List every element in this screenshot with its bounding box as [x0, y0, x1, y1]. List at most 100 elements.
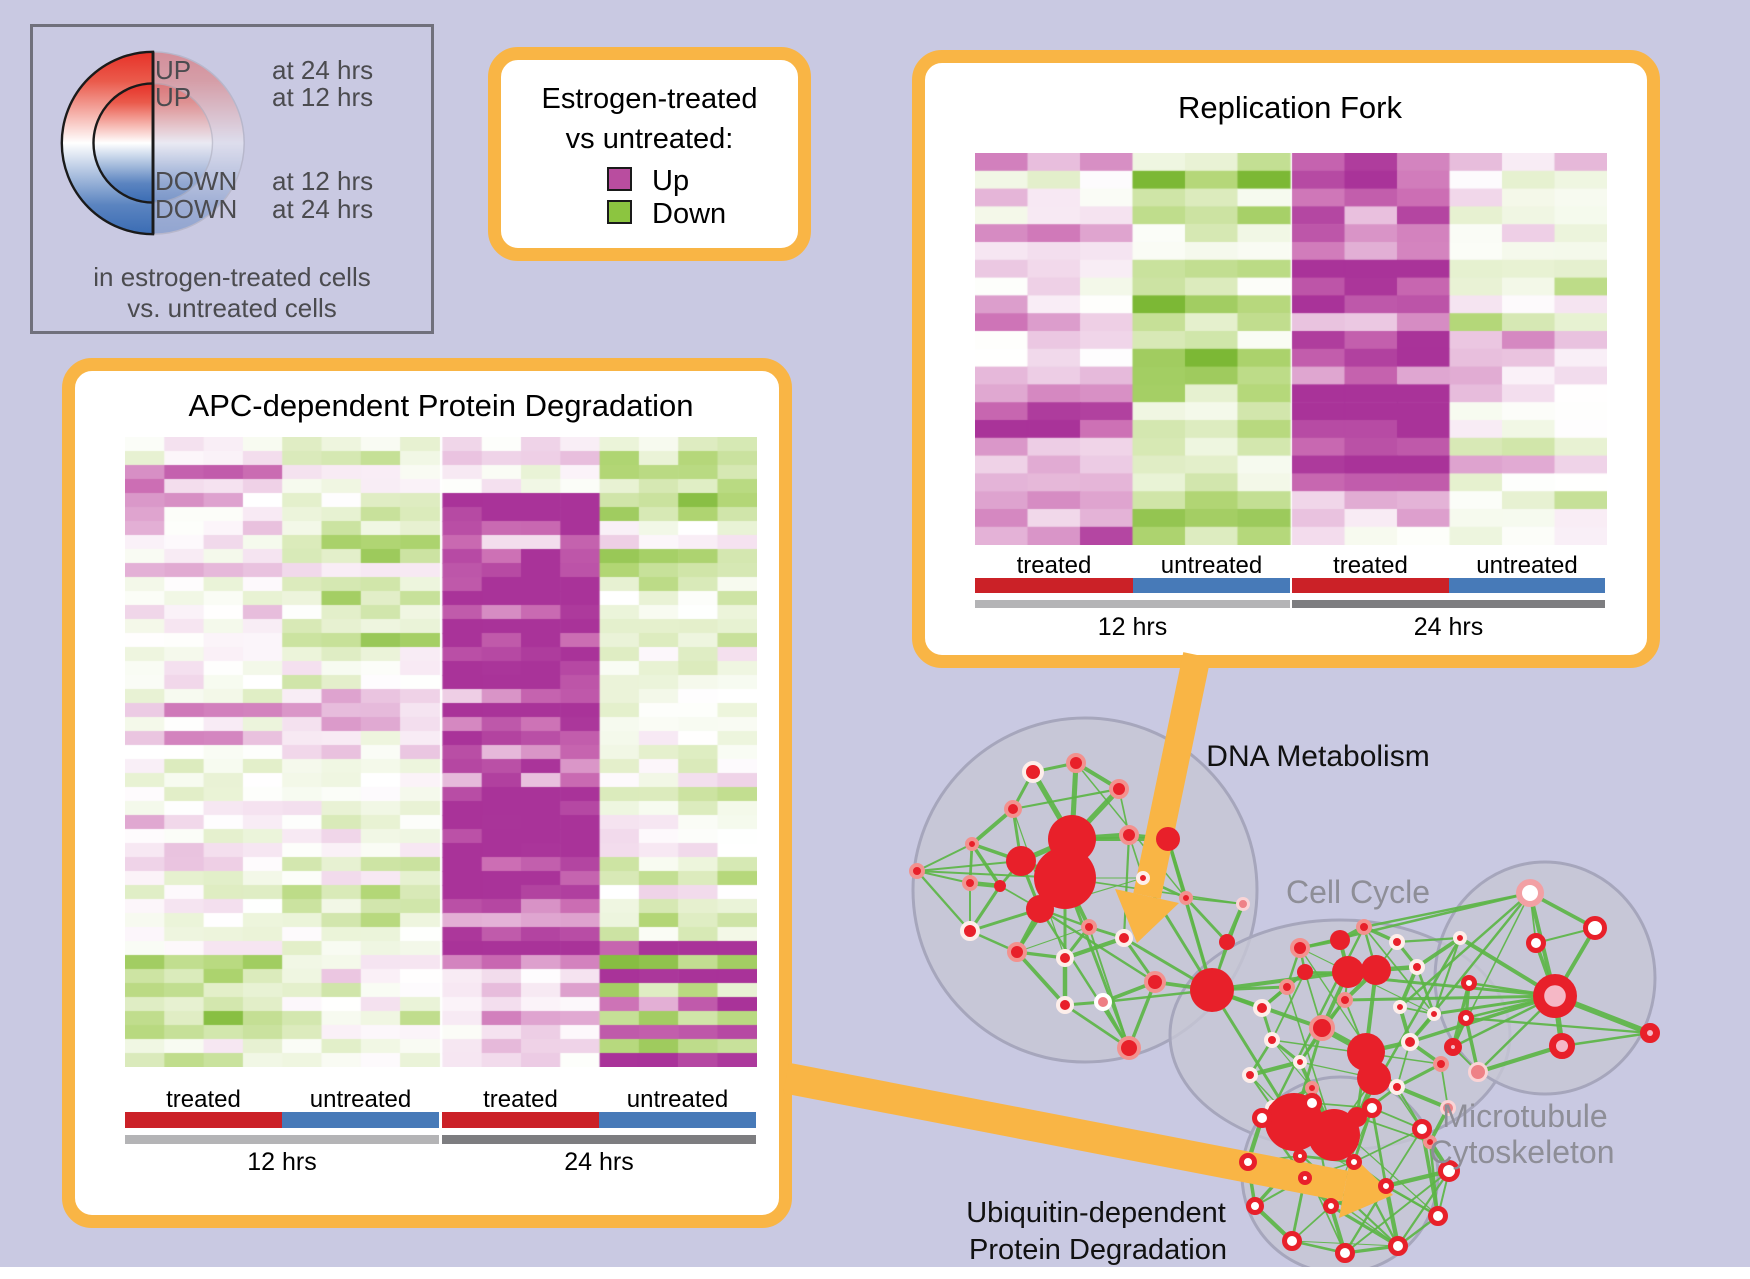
- network-node: [1453, 931, 1467, 945]
- network-edge: [1363, 926, 1435, 1015]
- network-edge: [1298, 1027, 1324, 1063]
- network-edge: [1291, 1240, 1399, 1247]
- network-edge: [1397, 1170, 1450, 1247]
- network-edge: [1211, 985, 1288, 992]
- bottom-margin-strip: [0, 1267, 1750, 1279]
- network-edge: [1343, 1185, 1388, 1254]
- network-edge: [1385, 1184, 1439, 1218]
- network-edge: [1298, 947, 1307, 973]
- network-edge: [1440, 1063, 1449, 1109]
- network-edge: [1261, 1101, 1313, 1120]
- apc-group-label-treated: treated: [166, 1086, 241, 1113]
- network-node: [1297, 964, 1313, 980]
- network-edge: [1102, 980, 1156, 1004]
- network-edge: [970, 807, 1015, 846]
- rf-condition-bar-treated: [975, 578, 1133, 593]
- network-edge: [1409, 892, 1531, 1043]
- network-edge: [916, 843, 973, 872]
- cluster-label: Cytoskeleton: [1430, 1134, 1615, 1170]
- network-node: [1330, 930, 1350, 950]
- network-edge: [1396, 1086, 1431, 1143]
- network-edge: [1561, 1031, 1651, 1048]
- network-edge: [1122, 834, 1131, 939]
- network-node: [1356, 919, 1372, 935]
- network-node: [1022, 761, 1044, 783]
- network-edge: [1437, 1170, 1450, 1217]
- updown-ring-diagram: [60, 50, 245, 236]
- rf-condition-bar-treated: [1292, 578, 1449, 593]
- network-edge: [1304, 1161, 1355, 1179]
- apc-condition-bar-treated: [125, 1112, 282, 1128]
- network-edge: [1032, 761, 1077, 774]
- network-edge: [1074, 761, 1121, 791]
- network-edge: [1030, 770, 1075, 841]
- up-color-swatch: [607, 167, 632, 191]
- network-edge: [1166, 838, 1188, 899]
- network-edge: [1292, 1121, 1302, 1157]
- network-node: [1056, 949, 1074, 967]
- network-edge: [1210, 989, 1296, 1123]
- network-edge: [1039, 907, 1090, 929]
- network-edge: [1019, 860, 1042, 910]
- network-edge: [1260, 970, 1307, 1010]
- rf-condition-bar-untreated: [1133, 578, 1290, 593]
- network-node: [1302, 1093, 1322, 1113]
- network-node: [1279, 979, 1295, 995]
- cluster-ubiquitin-degradation: [1240, 1075, 1440, 1275]
- network-edge: [1291, 1239, 1346, 1255]
- network-edge: [1293, 1120, 1335, 1137]
- network-node: [1347, 1033, 1385, 1071]
- network-edge: [969, 880, 1001, 889]
- network-node: [1293, 1149, 1307, 1163]
- network-edge: [1477, 995, 1556, 1073]
- network-edge: [1071, 832, 1130, 842]
- network-edge: [1225, 903, 1245, 943]
- network-edge: [1399, 1006, 1435, 1015]
- network-edge: [1311, 1102, 1439, 1217]
- network-edge: [1260, 985, 1289, 1010]
- network-node: [1115, 929, 1133, 947]
- network-edge: [1299, 947, 1431, 1143]
- network-edge: [1408, 1040, 1443, 1066]
- network-edge: [1185, 897, 1213, 991]
- network-node: [1252, 1108, 1272, 1128]
- network-node: [1549, 1033, 1575, 1059]
- network-node: [1526, 933, 1546, 953]
- network-edge: [1428, 1141, 1440, 1217]
- network-edge: [1356, 1116, 1431, 1143]
- network-edge: [1016, 926, 1090, 953]
- network-edge: [1185, 897, 1244, 905]
- network-edge: [1320, 1025, 1368, 1055]
- network-node: [1332, 956, 1364, 988]
- apc-heatmap: [125, 437, 757, 1067]
- network-node: [1006, 846, 1036, 876]
- network-node: [1136, 871, 1150, 885]
- up-label: Up: [652, 165, 690, 197]
- network-edge: [1311, 1102, 1373, 1109]
- network-edge: [1012, 787, 1120, 811]
- network-edge: [1070, 787, 1121, 841]
- network-edge: [1363, 925, 1398, 944]
- callout-arrow-head: [1115, 889, 1179, 943]
- updown-legend-title-2: vs untreated:: [565, 123, 734, 155]
- network-edge: [1344, 1244, 1399, 1255]
- network-node: [1236, 897, 1250, 911]
- ring-legend-box: [30, 24, 434, 334]
- network-edge: [1329, 1205, 1347, 1254]
- network-node: [1357, 1061, 1391, 1095]
- apc-time-bar: [125, 1135, 439, 1144]
- network-edge: [1398, 1006, 1412, 1043]
- network-node: [1094, 993, 1112, 1011]
- network-edge: [1355, 1077, 1376, 1118]
- network-edge: [1015, 950, 1067, 1007]
- ring-legend-footer-2: vs. untreated cells: [127, 293, 337, 323]
- network-edge: [1019, 836, 1074, 864]
- network-edge: [1011, 771, 1035, 810]
- replication-fork-panel-title: Replication Fork: [1178, 90, 1402, 125]
- ring-row-time: at 12 hrs: [272, 166, 374, 196]
- network-edge: [1373, 1077, 1398, 1088]
- network-edge: [1528, 892, 1557, 997]
- network-edge: [1385, 1168, 1450, 1189]
- network-edge: [1039, 907, 1156, 984]
